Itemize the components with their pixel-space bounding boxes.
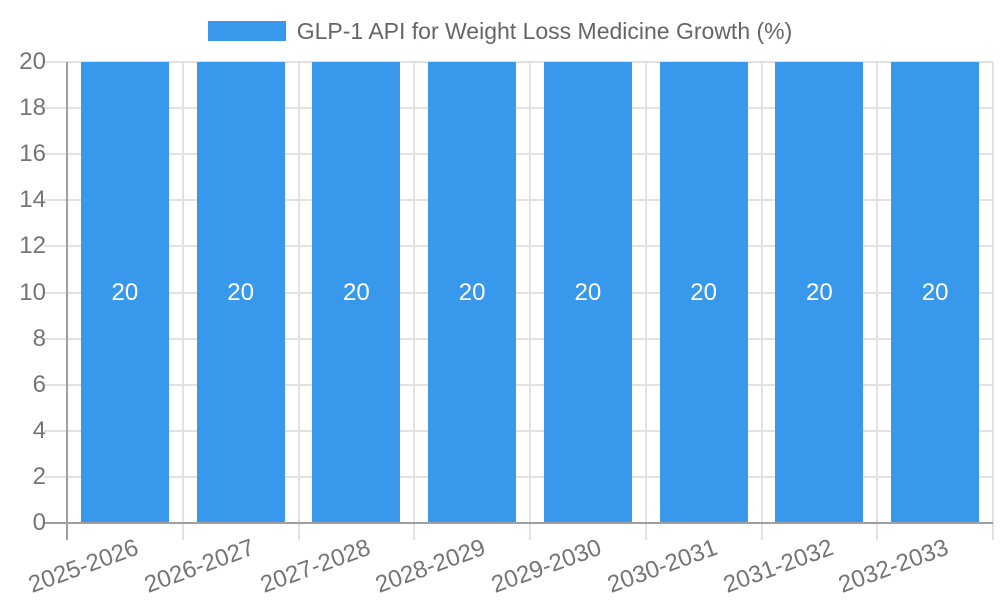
gridline-horizontal	[44, 153, 993, 156]
gridline-vertical	[297, 62, 300, 540]
bar-value-label: 20	[111, 278, 139, 306]
gridline-horizontal	[44, 337, 993, 340]
gridline-vertical	[760, 62, 763, 540]
bar[interactable]	[543, 62, 632, 523]
bar-value-label: 20	[227, 278, 254, 306]
y-tick-label: 2	[32, 462, 46, 490]
x-tick-label: 2028-2029	[372, 534, 490, 599]
bar-value-label: 20	[458, 278, 486, 306]
x-tick-label: 2025-2026	[25, 534, 143, 599]
x-tick-label: 2031-2032	[719, 534, 837, 599]
gridline-horizontal	[44, 107, 993, 110]
bar-value-label: 20	[806, 278, 833, 306]
bar[interactable]	[196, 62, 285, 523]
bar-value-label: 20	[690, 278, 717, 306]
x-tick-label: 2032-2033	[835, 534, 953, 599]
y-tick-label: 10	[19, 278, 46, 306]
x-axis-line	[44, 522, 993, 524]
legend-label: GLP-1 API for Weight Loss Medicine Growt…	[296, 18, 793, 44]
y-axis-line	[66, 62, 68, 540]
gridline-vertical	[529, 62, 531, 540]
gridline-horizontal	[44, 199, 993, 202]
y-tick-label: 16	[19, 140, 46, 168]
x-tick-label: 2027-2028	[256, 534, 374, 599]
gridline-horizontal	[44, 429, 993, 432]
bar-value-label: 20	[343, 278, 370, 306]
gridline-horizontal	[44, 245, 993, 248]
bar[interactable]	[312, 62, 401, 523]
x-tick-label: 2029-2030	[488, 534, 606, 599]
y-tick-label: 0	[32, 509, 46, 536]
gridline-horizontal	[44, 475, 993, 478]
bar-value-label: 20	[574, 278, 602, 306]
y-tick-label: 14	[19, 186, 46, 214]
gridline-horizontal	[44, 61, 993, 63]
y-tick-label: 8	[32, 324, 46, 352]
gridline-vertical	[181, 62, 184, 540]
y-tick-label: 20	[19, 48, 46, 75]
bar[interactable]	[659, 62, 748, 523]
x-tick-label: 2030-2031	[603, 534, 721, 599]
gridline-vertical	[992, 62, 994, 540]
gridline-vertical	[413, 62, 416, 540]
bar[interactable]	[80, 62, 169, 523]
bar[interactable]	[428, 62, 517, 523]
legend-color-swatch-icon	[207, 21, 286, 41]
legend-item[interactable]: GLP-1 API for Weight Loss Medicine Growt…	[0, 16, 1000, 46]
y-tick-label: 12	[19, 232, 46, 260]
gridline-vertical	[644, 62, 647, 540]
gridline-horizontal	[44, 291, 993, 294]
bar[interactable]	[775, 62, 864, 523]
y-tick-label: 6	[32, 370, 46, 398]
bar[interactable]	[891, 62, 980, 523]
y-tick-label: 4	[32, 416, 46, 444]
x-tick-label: 2026-2027	[140, 534, 258, 599]
gridline-horizontal	[44, 383, 993, 386]
y-tick-label: 18	[19, 94, 46, 122]
bar-value-label: 20	[921, 278, 949, 306]
gridline-vertical	[876, 62, 879, 540]
